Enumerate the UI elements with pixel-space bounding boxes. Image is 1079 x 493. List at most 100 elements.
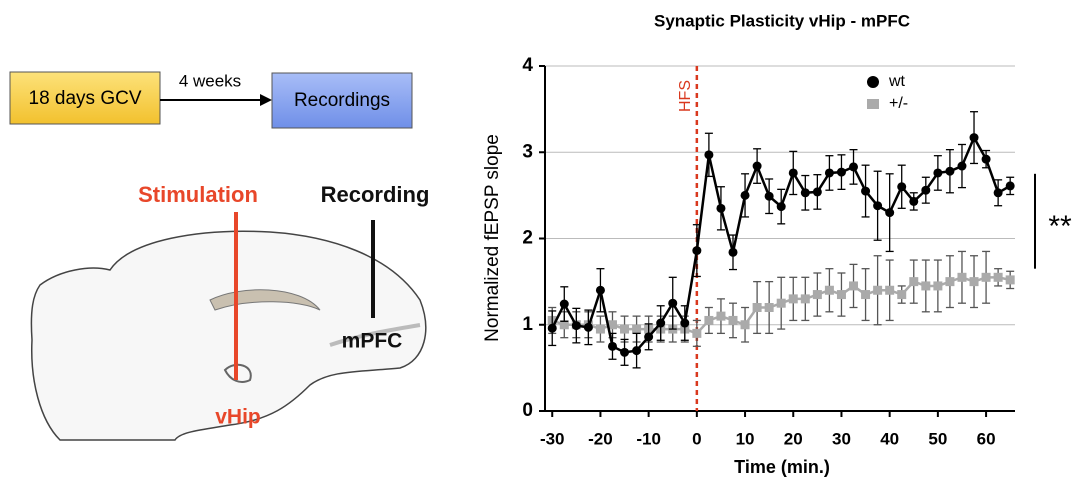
point bbox=[632, 324, 642, 334]
point bbox=[656, 318, 666, 328]
point bbox=[849, 281, 859, 291]
point bbox=[716, 203, 726, 213]
pfc-tract bbox=[329, 323, 421, 347]
point bbox=[849, 162, 859, 172]
point bbox=[716, 311, 726, 321]
plot: 0 1 2 3 4 -30 -20 -10 0 10 20 30 40 50 60 HFS wt +/- ** bbox=[522, 55, 1072, 448]
point bbox=[752, 161, 762, 171]
x-tick-label: 60 bbox=[977, 429, 996, 448]
x-tick-label: 0 bbox=[692, 429, 701, 448]
point bbox=[764, 191, 774, 201]
point bbox=[836, 167, 846, 177]
legend-label: wt bbox=[888, 73, 906, 90]
point bbox=[788, 294, 798, 304]
region-label: mPFC bbox=[342, 330, 403, 353]
point bbox=[885, 208, 895, 218]
interval-label: 4 weeks bbox=[179, 71, 241, 90]
point bbox=[788, 168, 798, 178]
stim-label: Stimulation bbox=[138, 182, 258, 207]
box-label: 18 days GCV bbox=[29, 88, 142, 109]
x-tick-label: 50 bbox=[928, 429, 947, 448]
point bbox=[571, 321, 581, 331]
point bbox=[909, 196, 919, 206]
point bbox=[728, 247, 738, 257]
point bbox=[933, 168, 943, 178]
point bbox=[1005, 181, 1015, 191]
region-label: vHip bbox=[215, 406, 261, 429]
point bbox=[969, 133, 979, 143]
point bbox=[607, 320, 617, 330]
hfs-label: HFS bbox=[677, 80, 694, 112]
box-recordings bbox=[271, 72, 413, 129]
point bbox=[824, 168, 834, 178]
arrow-head bbox=[260, 94, 272, 106]
point bbox=[812, 187, 822, 197]
point bbox=[728, 315, 738, 325]
point bbox=[620, 347, 630, 357]
point bbox=[547, 323, 557, 333]
y-axis-label: Normalized fEPSP slope bbox=[482, 134, 503, 342]
x-tick-label: -10 bbox=[636, 429, 661, 448]
schematic: 18 days GCV 4 weeks Recordings Stimulati… bbox=[9, 71, 430, 441]
box-gcv bbox=[9, 71, 161, 125]
point bbox=[776, 202, 786, 212]
point bbox=[680, 318, 690, 328]
point bbox=[921, 281, 931, 291]
point bbox=[692, 328, 702, 338]
point bbox=[945, 166, 955, 176]
point bbox=[800, 294, 810, 304]
point bbox=[885, 285, 895, 295]
x-axis-label: Time (min.) bbox=[734, 457, 830, 477]
point bbox=[668, 298, 678, 308]
point bbox=[981, 154, 991, 164]
x-tick-label: 40 bbox=[880, 429, 899, 448]
point bbox=[583, 322, 593, 332]
point bbox=[921, 185, 931, 195]
point bbox=[993, 188, 1003, 198]
x-tick-label: -30 bbox=[540, 429, 565, 448]
y-tick-label: 2 bbox=[522, 228, 533, 249]
point bbox=[644, 332, 654, 342]
x-tick-label: -20 bbox=[588, 429, 613, 448]
legend-marker bbox=[867, 99, 879, 109]
point bbox=[704, 150, 714, 160]
point bbox=[945, 277, 955, 287]
box-label: Recordings bbox=[294, 90, 390, 111]
x-tick-label: 30 bbox=[832, 429, 851, 448]
point bbox=[607, 341, 617, 351]
point bbox=[836, 290, 846, 300]
y-tick-label: 0 bbox=[522, 400, 533, 421]
point bbox=[559, 299, 569, 309]
point bbox=[632, 346, 642, 356]
point bbox=[993, 272, 1003, 282]
chart-title: Synaptic Plasticity vHip - mPFC bbox=[654, 11, 910, 30]
rec-label: Recording bbox=[321, 182, 430, 207]
point bbox=[1005, 275, 1015, 285]
point bbox=[595, 285, 605, 295]
point bbox=[957, 161, 967, 171]
point bbox=[873, 201, 883, 211]
point bbox=[824, 285, 834, 295]
point bbox=[559, 320, 569, 330]
point bbox=[740, 190, 750, 200]
point bbox=[812, 290, 822, 300]
x-tick-label: 10 bbox=[736, 429, 755, 448]
point bbox=[595, 324, 605, 334]
point bbox=[740, 320, 750, 330]
y-tick-label: 4 bbox=[522, 55, 533, 76]
point bbox=[692, 246, 702, 256]
point bbox=[620, 324, 630, 334]
y-tick-label: 3 bbox=[522, 141, 533, 162]
point bbox=[933, 281, 943, 291]
point bbox=[897, 182, 907, 192]
brain bbox=[30, 230, 427, 441]
point bbox=[969, 277, 979, 287]
point bbox=[897, 290, 907, 300]
point bbox=[957, 272, 967, 282]
point bbox=[981, 272, 991, 282]
point bbox=[861, 290, 871, 300]
point bbox=[764, 303, 774, 312]
point bbox=[776, 298, 786, 308]
point bbox=[873, 285, 883, 295]
